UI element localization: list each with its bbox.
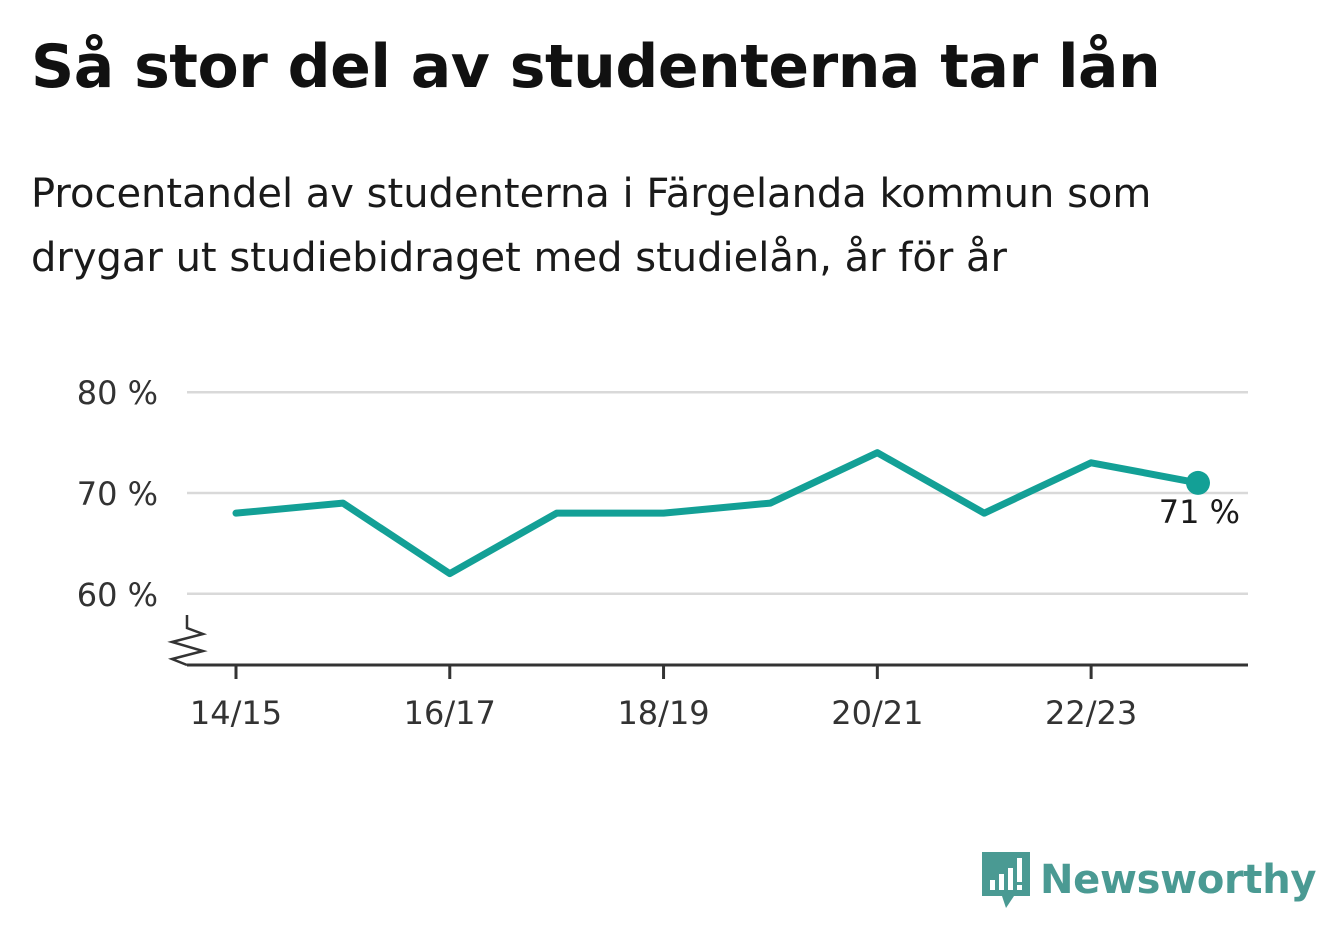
series-layer [232, 449, 1210, 578]
newsworthy-logo-icon [982, 852, 1030, 908]
x-axis: 14/15 16/17 18/19 20/21 22/23 [167, 615, 1248, 732]
brand-logo: Newsworthy [980, 850, 1317, 910]
x-tick-label: 20/21 [831, 694, 923, 732]
y-axis-labels: 60 % 70 % 80 % [77, 374, 158, 614]
grid-lines [187, 390, 1248, 596]
annotations: 71 % [1159, 493, 1240, 531]
x-tick-label: 16/17 [404, 694, 496, 732]
chart-title: Så stor del av studenterna tar lån [31, 32, 1161, 102]
axis-break-icon [167, 615, 208, 667]
x-tick-label: 14/15 [190, 694, 282, 732]
chart-subtitle: Procentandel av studenterna i Färgelanda… [31, 171, 1152, 281]
y-tick-label: 80 % [77, 374, 158, 412]
series-line [232, 449, 1202, 578]
x-tick-label: 22/23 [1045, 694, 1137, 732]
last-point-marker [1186, 470, 1210, 495]
y-tick-label: 70 % [77, 475, 158, 513]
brand-name: Newsworthy [1040, 857, 1317, 903]
last-value-label: 71 % [1159, 493, 1240, 531]
y-tick-label: 60 % [77, 576, 158, 614]
x-tick-label: 18/19 [617, 694, 709, 732]
